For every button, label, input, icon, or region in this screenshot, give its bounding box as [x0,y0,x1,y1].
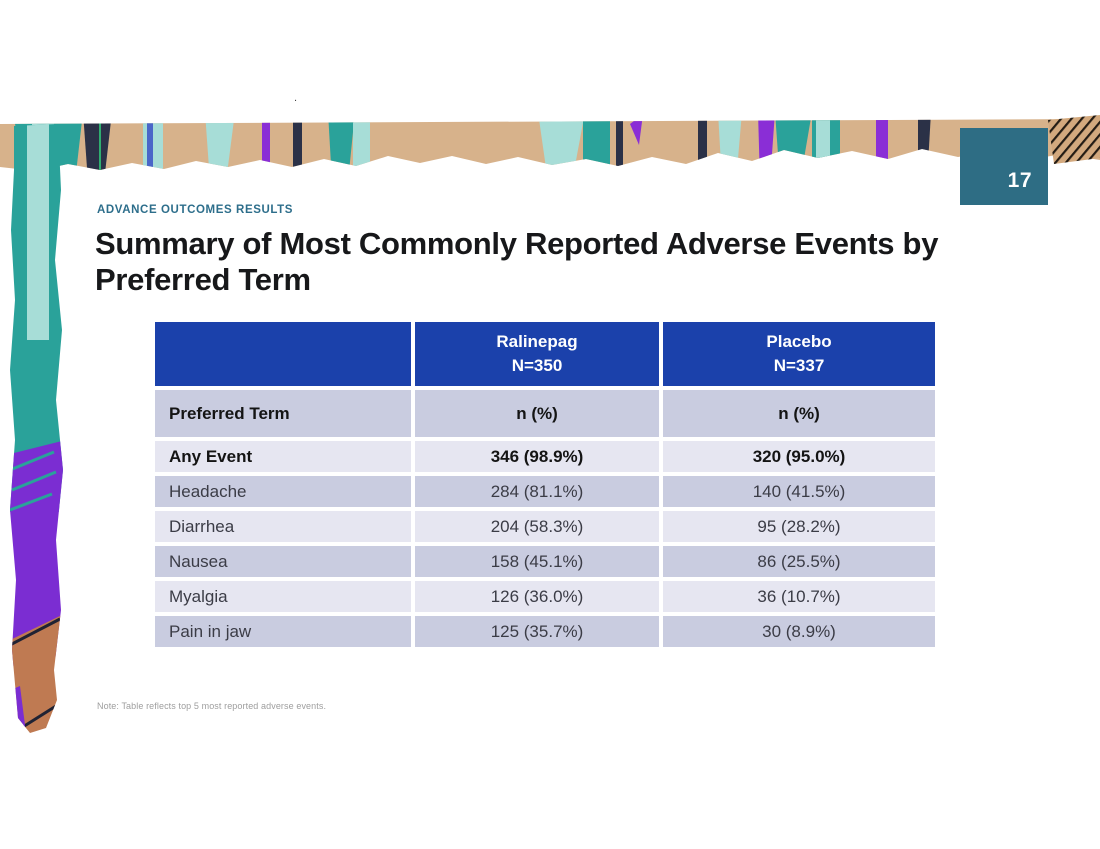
term-cell: Headache [155,476,411,507]
table-footnote: Note: Table reflects top 5 most reported… [97,701,327,711]
placebo-n: N=337 [773,356,825,375]
subheader-ralinepag: n (%) [415,390,659,437]
placebo-cell: 140 (41.5%) [663,476,935,507]
header-ralinepag-cell: Ralinepag N=350 [415,322,659,386]
table-row: Headache 284 (81.1%) 140 (41.5%) [155,476,935,507]
adverse-events-table: Ralinepag N=350 Placebo N=337 Preferred … [151,318,939,651]
header-blank-cell [155,322,411,386]
table-subheader-row: Preferred Term n (%) n (%) [155,390,935,437]
ralinepag-label: Ralinepag [496,332,578,352]
term-cell: Diarrhea [155,511,411,542]
table-row: Diarrhea 204 (58.3%) 95 (28.2%) [155,511,935,542]
ralinepag-cell: 125 (35.7%) [415,616,659,647]
subheader-term: Preferred Term [155,390,411,437]
table-header-row: Ralinepag N=350 Placebo N=337 [155,322,935,386]
placebo-cell: 95 (28.2%) [663,511,935,542]
ralinepag-cell: 346 (98.9%) [415,441,659,472]
ralinepag-n: N=350 [511,356,563,375]
header-placebo-cell: Placebo N=337 [663,322,935,386]
placebo-cell: 30 (8.9%) [663,616,935,647]
ralinepag-cell: 158 (45.1%) [415,546,659,577]
stray-dot: . [294,92,298,104]
placebo-cell: 320 (95.0%) [663,441,935,472]
ralinepag-cell: 204 (58.3%) [415,511,659,542]
term-cell: Pain in jaw [155,616,411,647]
term-cell: Myalgia [155,581,411,612]
placebo-cell: 86 (25.5%) [663,546,935,577]
term-cell: Any Event [155,441,411,472]
term-cell: Nausea [155,546,411,577]
page-title: Summary of Most Commonly Reported Advers… [95,226,939,297]
placebo-cell: 36 (10.7%) [663,581,935,612]
eyebrow-label: ADVANCE OUTCOMES RESULTS [97,204,294,216]
subheader-placebo: n (%) [663,390,935,437]
table-row: Pain in jaw 125 (35.7%) 30 (8.9%) [155,616,935,647]
page-number: 17 [1007,169,1032,192]
ralinepag-cell: 126 (36.0%) [415,581,659,612]
table-row: Myalgia 126 (36.0%) 36 (10.7%) [155,581,935,612]
page-number-box: 17 [960,128,1048,205]
table-row: Nausea 158 (45.1%) 86 (25.5%) [155,546,935,577]
placebo-label: Placebo [766,332,832,352]
ralinepag-cell: 284 (81.1%) [415,476,659,507]
table-row: Any Event 346 (98.9%) 320 (95.0%) [155,441,935,472]
